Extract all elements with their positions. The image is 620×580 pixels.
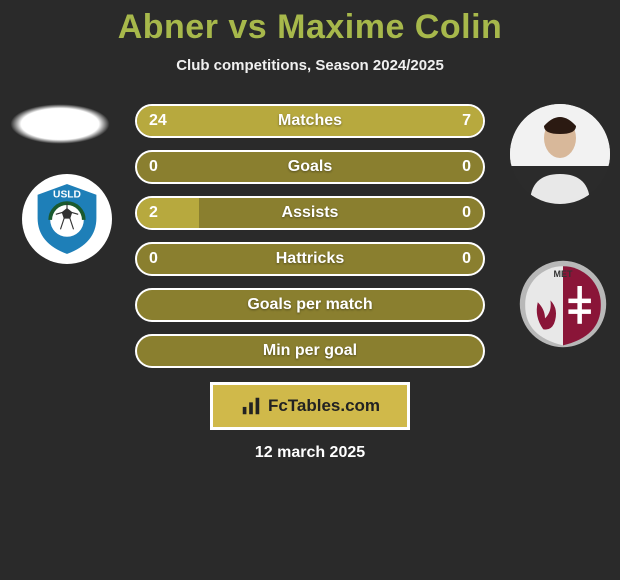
stat-value-right: 0	[462, 158, 471, 176]
stat-value-right: 7	[462, 112, 471, 130]
stat-value-right: 0	[462, 250, 471, 268]
stat-row: 0 0Hattricks	[135, 242, 485, 276]
stat-label: Hattricks	[137, 250, 483, 268]
stat-row: 2 0Assists	[135, 196, 485, 230]
brand-text: FcTables.com	[268, 396, 380, 416]
stat-value-left: 0	[149, 250, 158, 268]
stat-label: Matches	[137, 112, 483, 130]
stat-label: Goals per match	[137, 296, 483, 314]
comparison-body: USLD	[0, 104, 620, 462]
comparison-title: Abner vs Maxime Colin	[0, 0, 620, 47]
stat-label: Assists	[137, 204, 483, 222]
comparison-subtitle: Club competitions, Season 2024/2025	[0, 57, 620, 74]
stat-value-left: 0	[149, 158, 158, 176]
metz-shield-icon: MET	[518, 254, 608, 354]
brand-box: FcTables.com	[210, 382, 410, 430]
stat-value-right: 0	[462, 204, 471, 222]
player-right-club-logo: MET	[518, 259, 608, 349]
stat-label: Goals	[137, 158, 483, 176]
stat-value-left: 2	[149, 204, 158, 222]
stat-label: Min per goal	[137, 342, 483, 360]
infographic-date: 12 march 2025	[0, 444, 620, 462]
chart-bars-icon	[240, 395, 262, 417]
stat-row: 24 7Matches	[135, 104, 485, 138]
stat-row: 0 0Goals	[135, 150, 485, 184]
player-left-avatar	[10, 104, 110, 144]
player-silhouette-icon	[510, 104, 610, 204]
player-left-club-logo: USLD	[22, 174, 112, 264]
svg-text:MET: MET	[554, 269, 574, 279]
stat-value-left: 24	[149, 112, 167, 130]
player-right-avatar	[510, 104, 610, 204]
usld-shield-icon: USLD	[25, 177, 109, 261]
stat-row: Goals per match	[135, 288, 485, 322]
stat-bars: 247Matches00Goals20Assists00HattricksGoa…	[135, 104, 485, 368]
svg-text:USLD: USLD	[53, 190, 81, 201]
stat-row: Min per goal	[135, 334, 485, 368]
